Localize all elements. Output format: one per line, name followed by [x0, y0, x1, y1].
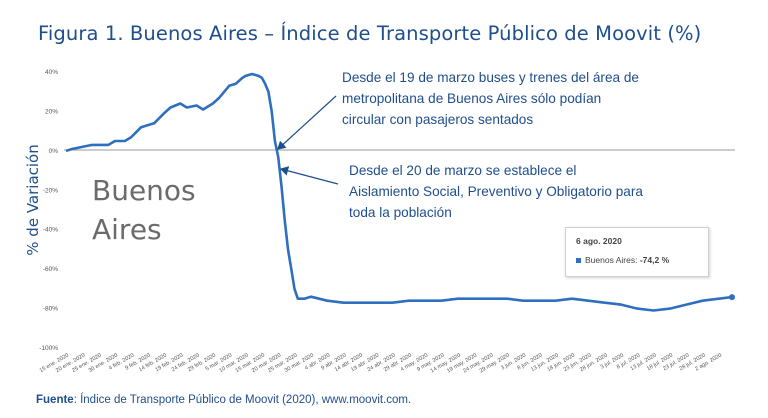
- y-axis-label: % de Variación: [24, 144, 42, 255]
- annotations: Desde el 19 de marzo buses y trenes del …: [342, 70, 643, 220]
- tooltip-row: Buenos Aires: -74,2 %: [576, 255, 669, 265]
- y-tick-label: -40%: [43, 227, 58, 234]
- tooltip-value: -74,2 %: [639, 255, 670, 265]
- y-tick-label: 20%: [45, 108, 58, 115]
- y-tick-label: -60%: [43, 266, 58, 273]
- annotation-1-line: circular con pasajeros sentados: [342, 112, 533, 127]
- chart-title: Figura 1. Buenos Aires – Índice de Trans…: [38, 22, 702, 45]
- annotation-2-line: Desde el 20 de marzo se establece el: [349, 163, 576, 178]
- source-note: Fuente: Índice de Transporte Público de …: [36, 394, 411, 406]
- y-tick-label: 0%: [49, 148, 59, 155]
- y-tick-label: -80%: [43, 306, 58, 313]
- y-tick-label: 40%: [45, 69, 58, 76]
- series-group: [65, 72, 735, 312]
- y-axis-ticks: 40% 20% 0% -20% -40% -60% -80% -100%: [39, 69, 58, 352]
- series-color-swatch: [576, 258, 581, 264]
- tooltip-date: 6 ago. 2020: [576, 236, 622, 246]
- tooltip: 6 ago. 2020 Buenos Aires: -74,2 %: [565, 227, 709, 277]
- annotation-1-line: Desde el 19 de marzo buses y trenes del …: [342, 70, 639, 85]
- annotation-2-line: toda la población: [349, 205, 452, 220]
- y-tick-label: -100%: [39, 345, 58, 352]
- highlighted-point: [729, 294, 735, 301]
- tooltip-series-name: Buenos Aires:: [585, 255, 638, 265]
- series-line: [65, 72, 733, 312]
- annotation-arrow-2: [279, 166, 339, 185]
- annotation-arrow-1: [277, 95, 337, 150]
- annotation-2-line: Aislamiento Social, Preventivo y Obligat…: [349, 184, 643, 199]
- watermark-line-1: Buenos: [92, 174, 196, 207]
- source-text: : Índice de Transporte Público de Moovit…: [73, 394, 412, 406]
- y-tick-label: -20%: [43, 187, 58, 194]
- watermark-line-2: Aires: [92, 213, 162, 246]
- annotation-1-line: metropolitana de Buenos Aires sólo podía…: [342, 91, 601, 106]
- source-label: Fuente: [36, 394, 74, 406]
